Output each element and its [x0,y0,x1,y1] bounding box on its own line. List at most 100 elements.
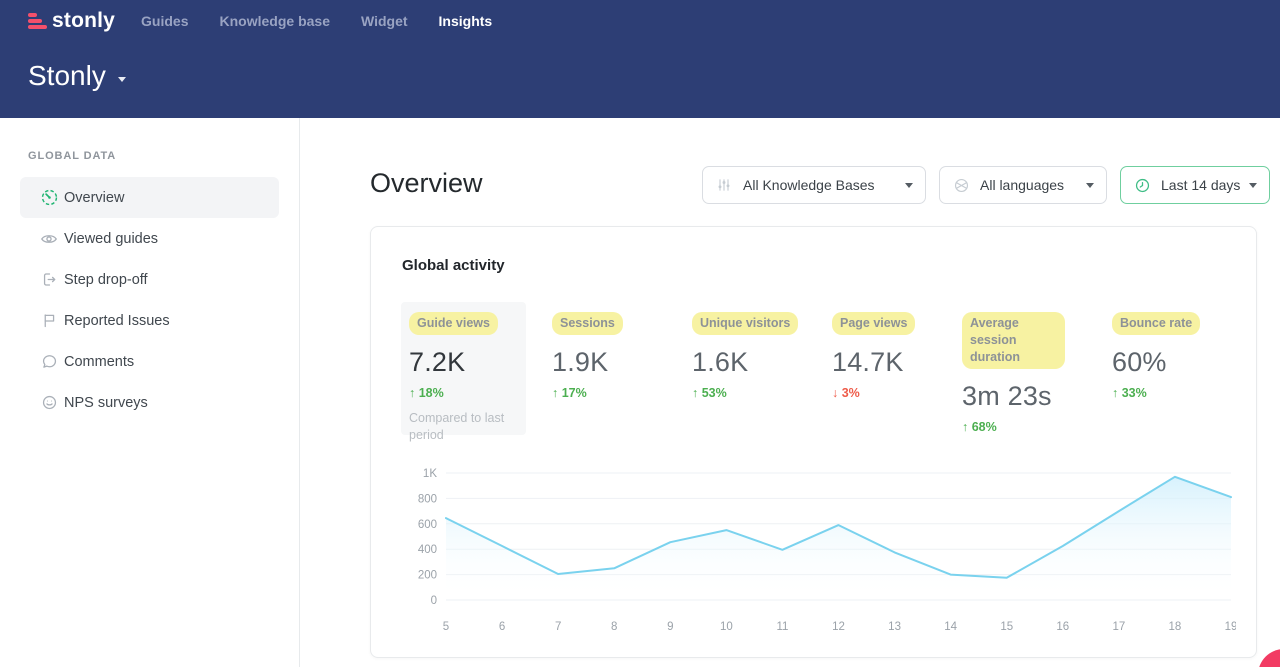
languages-value: All languages [980,177,1065,193]
nav-item-widget[interactable]: Widget [360,13,408,29]
step-exit-icon [40,271,58,289]
knowledge-bases-value: All Knowledge Bases [743,177,875,193]
sidebar: GLOBAL DATA Overview Viewed guides [0,118,300,667]
metric-note: Compared to last period [409,410,505,443]
nav-item-knowledge-base[interactable]: Knowledge base [219,13,330,29]
sidebar-section-title: GLOBAL DATA [28,150,117,162]
sidebar-item-label: Step drop-off [64,271,148,288]
trend-arrow-icon: ↑ [692,385,699,400]
metric-value: 3m 23s [962,380,1052,411]
metric-value: 1.6K [692,346,749,377]
sidebar-item-comments[interactable]: Comments [20,341,279,382]
languages-dropdown[interactable]: All languages [939,166,1107,204]
metric-change: ↑ 33% [1112,385,1147,400]
svg-text:600: 600 [418,519,437,531]
stonly-logo-icon [28,13,47,29]
metric-label: Bounce rate [1112,312,1201,335]
metric-change: ↓ 3% [832,385,860,400]
metric-value: 7.2K [409,346,466,377]
svg-text:15: 15 [1000,621,1013,633]
svg-text:10: 10 [720,621,733,633]
metric-bounce-rate[interactable]: Bounce rate 60% ↑ 33% [1112,302,1226,435]
svg-text:200: 200 [418,570,437,582]
svg-text:9: 9 [667,621,673,633]
date-range-value: Last 14 days [1161,177,1241,193]
activity-area-chart: 1K 800 600 400 200 0 5 6 7 8 9 10 11 12 13 14 15 16 17 18 19 [371,465,1256,648]
clock-icon [1134,177,1151,194]
sidebar-item-label: Viewed guides [64,230,159,247]
nav-item-guides[interactable]: Guides [141,13,189,29]
metric-page-views[interactable]: Page views 14.7K ↓ 3% [832,302,962,435]
svg-text:17: 17 [1112,621,1125,633]
metric-label: Sessions [552,312,623,335]
metric-value: 1.9K [552,346,609,377]
workspace-title: Stonly [28,60,106,91]
main-content: Overview All Knowledge Bases All [300,118,1280,667]
svg-text:13: 13 [888,621,901,633]
svg-text:11: 11 [776,621,788,633]
sidebar-item-label: Overview [64,189,125,206]
metric-label: Page views [832,312,916,335]
date-range-dropdown[interactable]: Last 14 days [1120,166,1270,204]
chevron-down-icon [117,76,126,82]
globe-icon [953,177,970,194]
sidebar-item-reported-issues[interactable]: Reported Issues [20,300,279,341]
workspace-switcher[interactable]: Stonly [28,60,1280,92]
knowledge-bases-dropdown[interactable]: All Knowledge Bases [702,166,926,204]
trend-arrow-icon: ↑ [962,419,969,434]
stonly-logo[interactable]: stonly [28,9,115,33]
metrics-row: Guide views 7.2K ↑ 18% Compared to last … [371,302,1256,442]
svg-text:16: 16 [1056,621,1069,633]
svg-text:19: 19 [1225,621,1236,633]
chevron-down-icon [1086,182,1094,188]
trend-arrow-icon: ↑ [409,385,416,400]
svg-text:6: 6 [499,621,505,633]
filter-bar: All Knowledge Bases All languages Last 1… [702,166,1270,204]
svg-text:1K: 1K [423,468,437,480]
global-activity-card: Global activity Guide views 7.2K ↑ 18% C… [370,226,1257,658]
metric-label: Guide views [409,312,498,335]
svg-text:5: 5 [443,621,449,633]
metric-unique-visitors[interactable]: Unique visitors 1.6K ↑ 53% [692,302,832,435]
metric-change: ↑ 18% [409,385,444,400]
card-title: Global activity [402,257,505,274]
sidebar-item-nps-surveys[interactable]: NPS surveys [20,382,279,423]
svg-text:18: 18 [1169,621,1182,633]
trend-arrow-icon: ↓ [832,385,839,400]
metric-guide-views[interactable]: Guide views 7.2K ↑ 18% Compared to last … [401,302,526,442]
page-title: Overview [370,168,483,198]
eye-icon [40,230,58,248]
sidebar-item-step-drop-off[interactable]: Step drop-off [20,259,279,300]
metric-avg-session-duration[interactable]: Average session duration 3m 23s ↑ 68% [962,302,1112,435]
metric-label: Average session duration [962,312,1065,369]
svg-text:14: 14 [944,621,957,633]
metric-change: ↑ 17% [552,385,587,400]
metric-label: Unique visitors [692,312,799,335]
sidebar-item-viewed-guides[interactable]: Viewed guides [20,218,279,259]
stonly-logo-text: stonly [52,9,116,32]
sliders-icon [716,177,733,194]
top-nav: stonly Guides Knowledge base Widget Insi… [28,8,1280,34]
metric-change: ↑ 68% [962,419,997,434]
sidebar-item-label: NPS surveys [64,394,148,411]
metric-value: 60% [1112,346,1167,377]
metric-sessions[interactable]: Sessions 1.9K ↑ 17% [552,302,692,435]
sidebar-item-label: Comments [64,353,135,370]
app-header: stonly Guides Knowledge base Widget Insi… [0,0,1280,118]
sidebar-menu: Overview Viewed guides Step drop-off [20,177,279,423]
gauge-icon [40,189,58,207]
nav-item-insights[interactable]: Insights [438,13,493,29]
svg-text:800: 800 [418,493,437,505]
smiley-icon [40,394,58,412]
svg-text:0: 0 [431,595,437,607]
sidebar-item-overview[interactable]: Overview [20,177,279,218]
comment-icon [40,353,58,371]
svg-text:7: 7 [555,621,561,633]
chevron-down-icon [1249,182,1257,188]
trend-arrow-icon: ↑ [552,385,559,400]
svg-text:12: 12 [832,621,845,633]
flag-icon [40,312,58,330]
sidebar-item-label: Reported Issues [64,312,170,329]
metric-change: ↑ 53% [692,385,727,400]
trend-arrow-icon: ↑ [1112,385,1119,400]
